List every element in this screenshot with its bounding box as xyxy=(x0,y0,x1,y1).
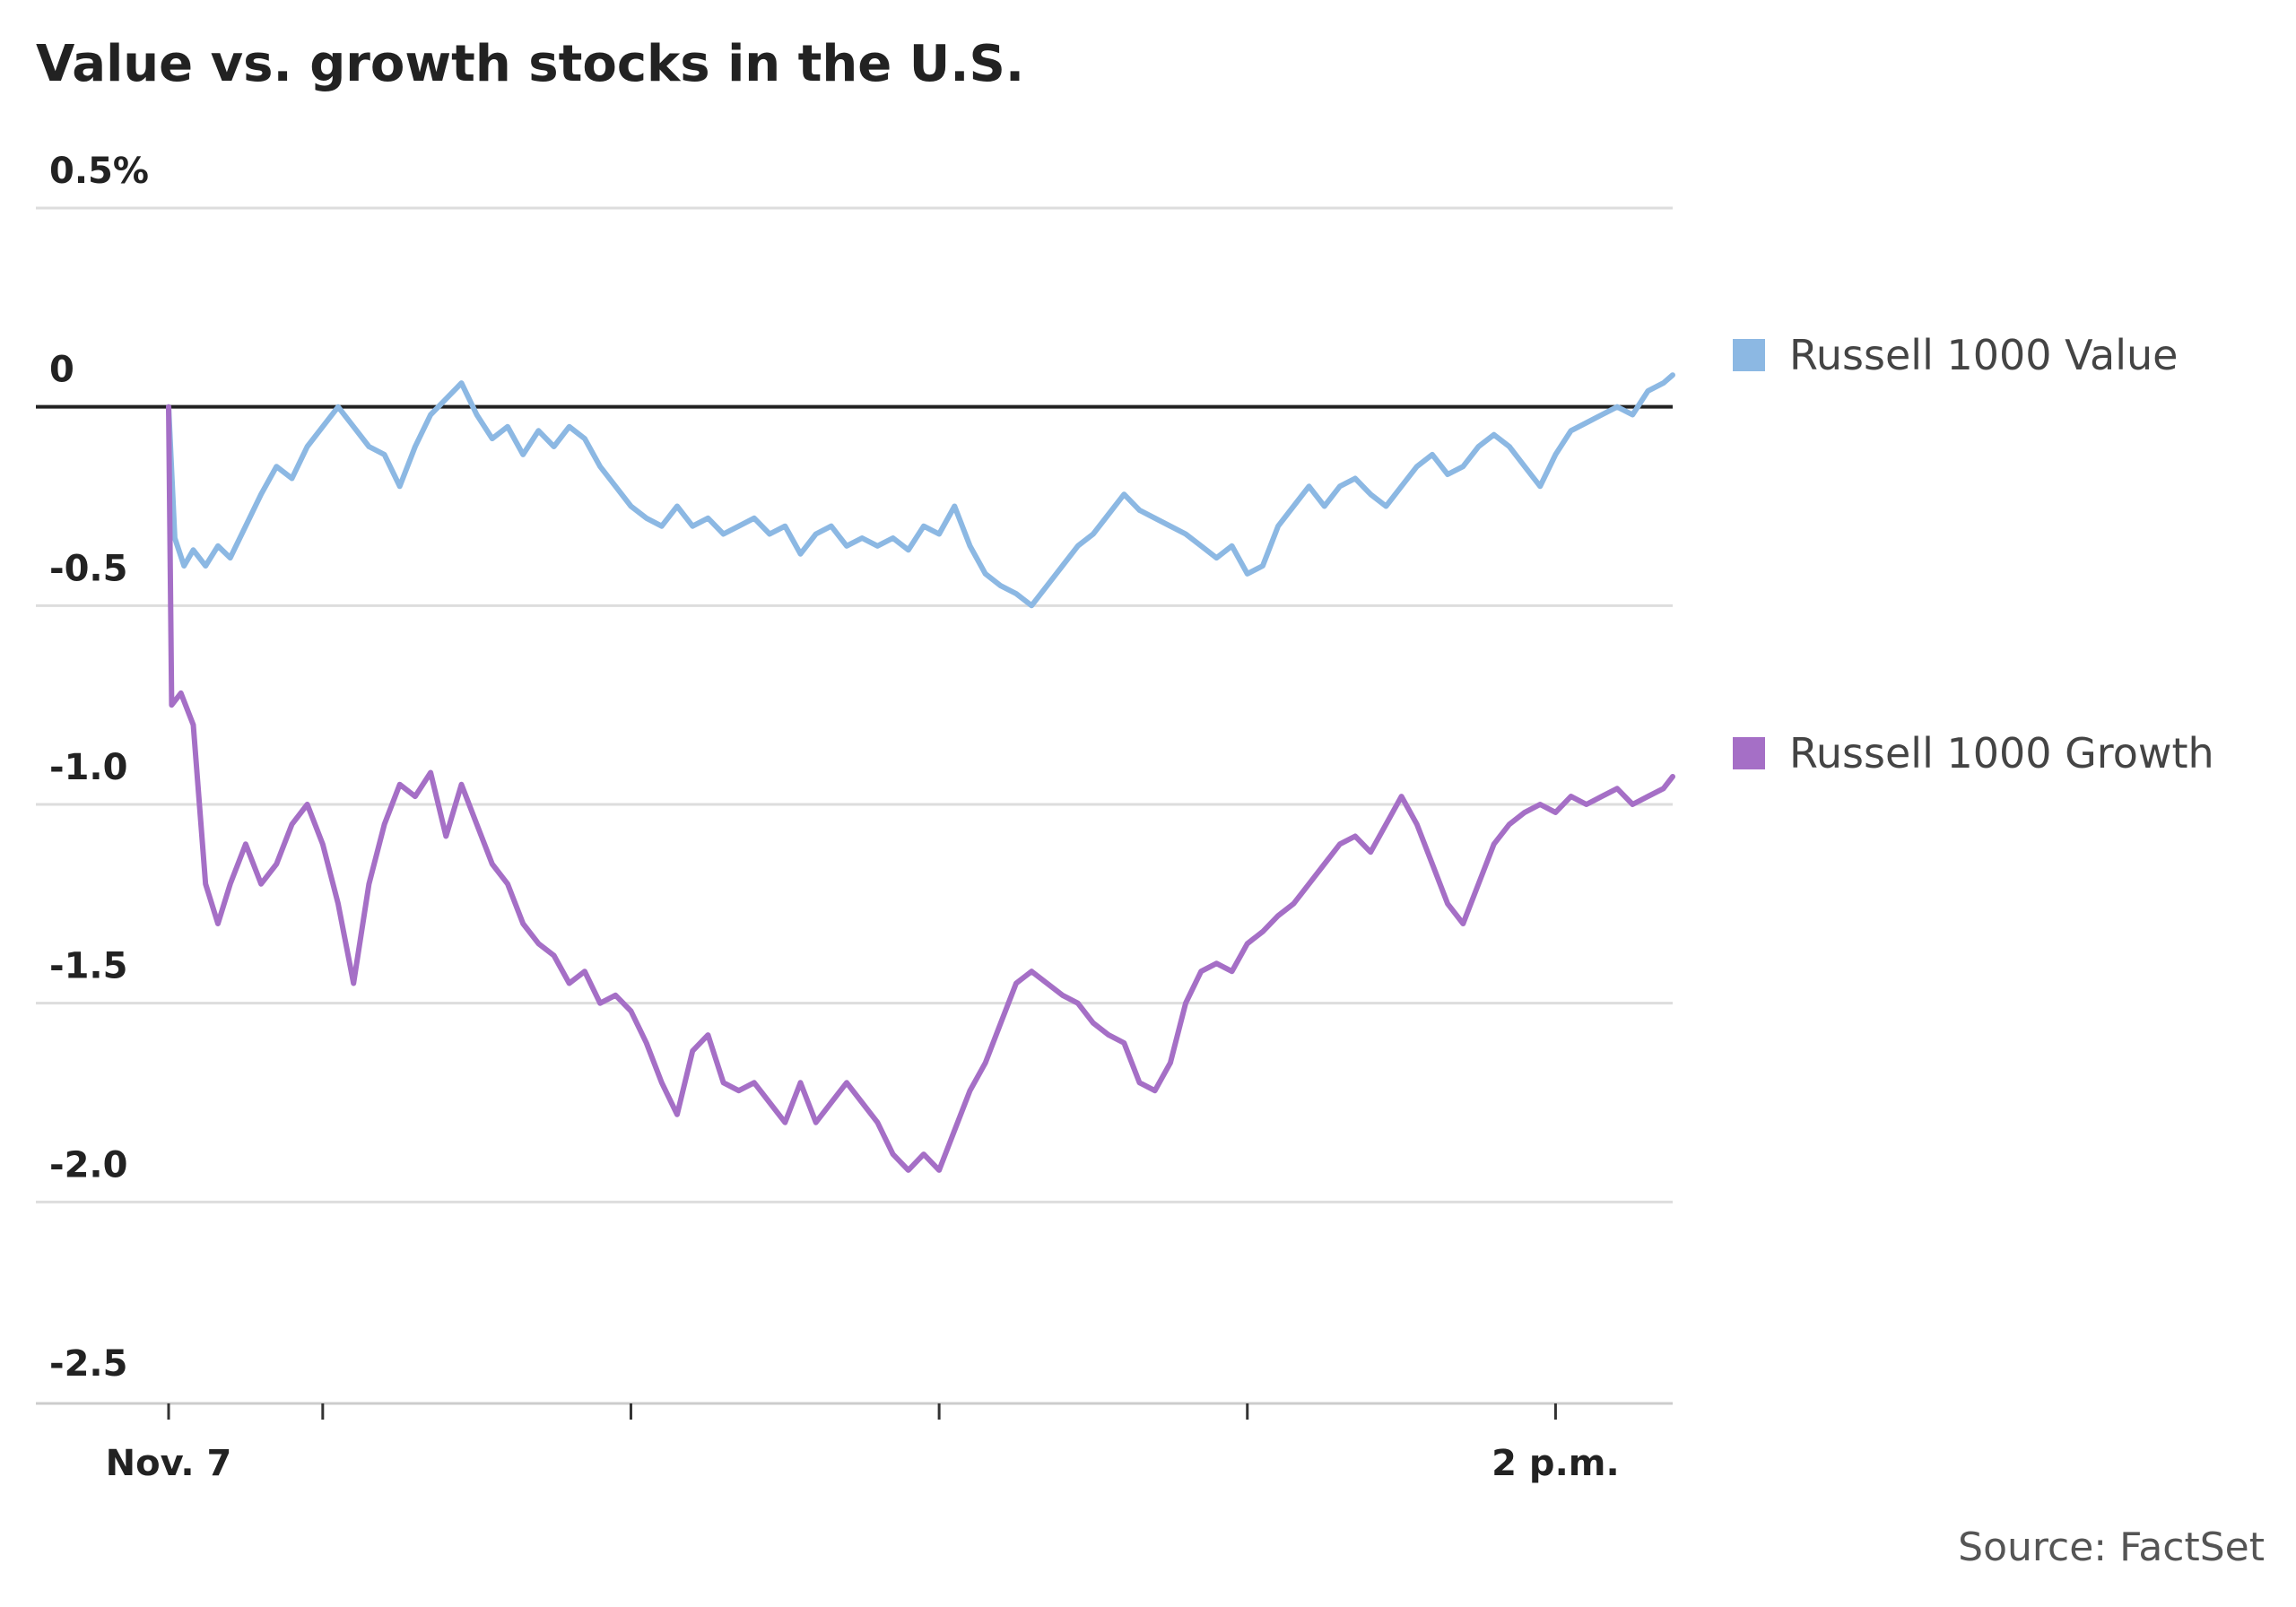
y-tick-label: -0.5 xyxy=(49,548,127,589)
y-tick-label: 0 xyxy=(49,350,74,391)
series-line-value xyxy=(166,372,1675,609)
y-tick-label: -2.0 xyxy=(49,1144,127,1186)
x-tick-label: Nov. 7 xyxy=(106,1443,232,1484)
series-line-growth xyxy=(166,404,1675,1173)
y-tick-label: -2.5 xyxy=(49,1343,127,1385)
legend-swatch xyxy=(1733,339,1765,371)
legend-label: Russell 1000 Value xyxy=(1789,331,2178,379)
legend-swatch xyxy=(1733,737,1765,769)
y-axis-ticks: 0.5% 0 -0.5 -1.0 -1.5 -2.0 -2.5 xyxy=(49,151,149,1385)
series-layer xyxy=(166,372,1675,1173)
legend: Russell 1000 Value Russell 1000 Growth xyxy=(1733,331,2214,777)
grid-layer xyxy=(36,206,1673,1203)
source-note: Source: FactSet xyxy=(1958,1524,2265,1570)
x-axis: Nov. 7 2 p.m. xyxy=(36,1402,1673,1484)
legend-label: Russell 1000 Growth xyxy=(1789,729,2214,777)
x-tick-label: 2 p.m. xyxy=(1492,1443,1619,1484)
y-tick-label: 0.5% xyxy=(49,151,149,192)
y-tick-label: -1.5 xyxy=(49,946,127,987)
y-tick-label: -1.0 xyxy=(49,747,127,788)
chart-title: Value vs. growth stocks in the U.S. xyxy=(36,35,1024,93)
